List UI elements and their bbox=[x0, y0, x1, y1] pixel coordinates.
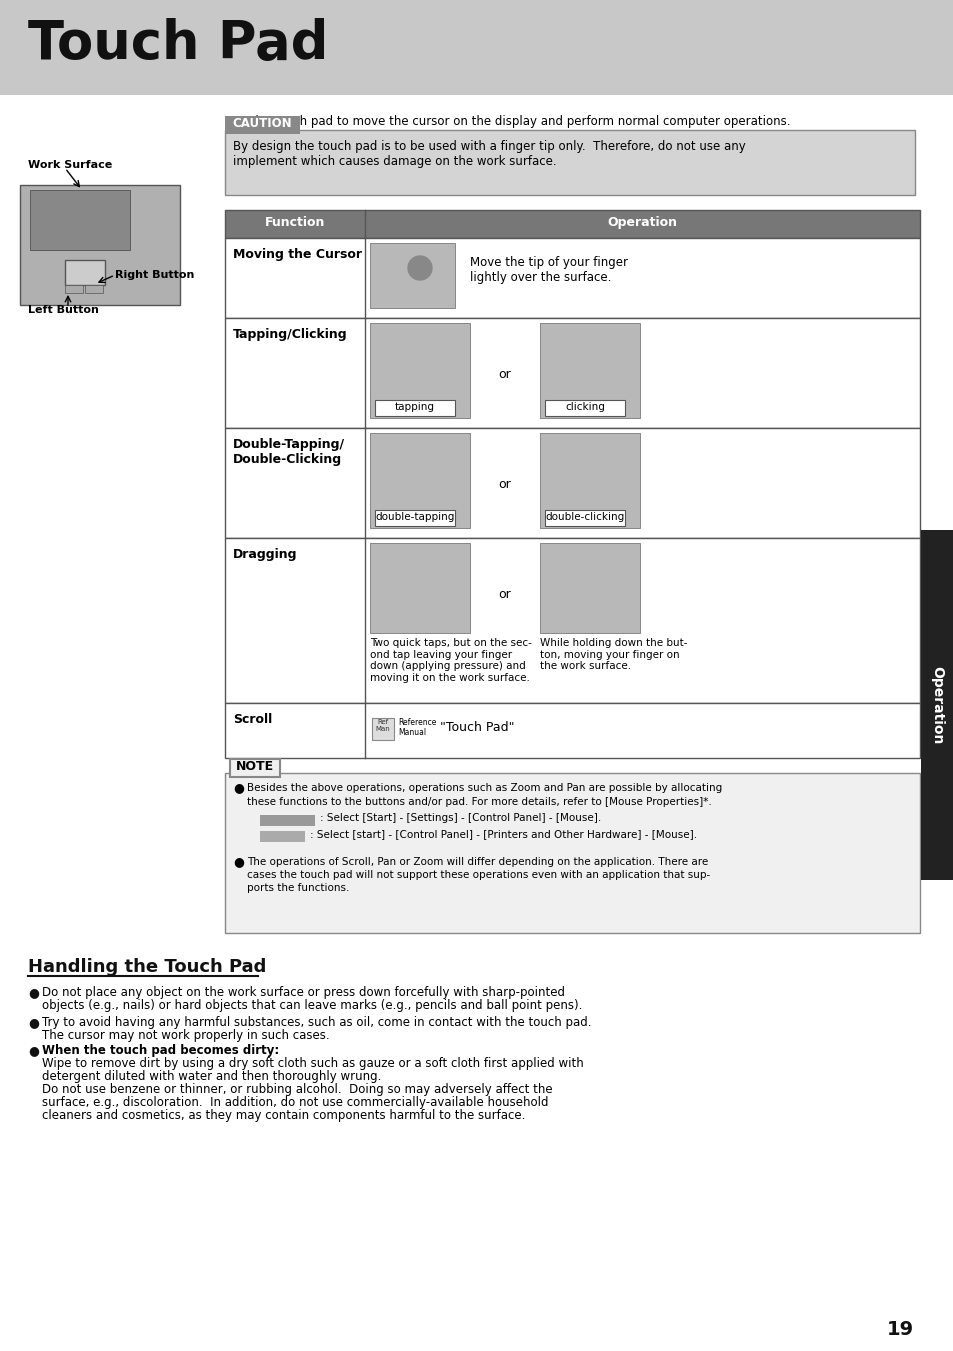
Text: Two quick taps, but on the sec-
ond tap leaving your finger
down (applying press: Two quick taps, but on the sec- ond tap … bbox=[370, 638, 532, 682]
Bar bbox=[375, 400, 455, 416]
Bar bbox=[370, 434, 470, 528]
Bar bbox=[230, 759, 280, 777]
Bar bbox=[372, 717, 394, 740]
Text: CAUTION: CAUTION bbox=[232, 118, 292, 130]
Bar bbox=[225, 317, 919, 428]
Text: Operation: Operation bbox=[929, 666, 943, 744]
Text: Do not use benzene or thinner, or rubbing alcohol.  Doing so may adversely affec: Do not use benzene or thinner, or rubbin… bbox=[42, 1084, 552, 1096]
Text: Reference
Manual: Reference Manual bbox=[397, 717, 436, 738]
Text: While holding down the but-
ton, moving your finger on
the work surface.: While holding down the but- ton, moving … bbox=[539, 638, 687, 671]
Text: When the touch pad becomes dirty:: When the touch pad becomes dirty: bbox=[42, 1044, 279, 1056]
Text: Handling the Touch Pad: Handling the Touch Pad bbox=[28, 958, 266, 975]
Text: Wipe to remove dirt by using a dry soft cloth such as gauze or a soft cloth firs: Wipe to remove dirt by using a dry soft … bbox=[42, 1056, 583, 1070]
Text: Moving the Cursor: Moving the Cursor bbox=[233, 249, 361, 261]
Bar bbox=[539, 434, 639, 528]
Text: objects (e.g., nails) or hard objects that can leave marks (e.g., pencils and ba: objects (e.g., nails) or hard objects th… bbox=[42, 998, 581, 1012]
Text: detergent diluted with water and then thoroughly wrung.: detergent diluted with water and then th… bbox=[42, 1070, 381, 1084]
Text: ports the functions.: ports the functions. bbox=[247, 884, 349, 893]
Bar bbox=[260, 831, 305, 842]
Bar bbox=[375, 509, 455, 526]
Text: NOTE: NOTE bbox=[235, 761, 274, 773]
Text: Left Button: Left Button bbox=[28, 305, 99, 315]
Bar bbox=[225, 116, 299, 134]
Text: The cursor may not work properly in such cases.: The cursor may not work properly in such… bbox=[42, 1029, 330, 1042]
Text: ●: ● bbox=[28, 1044, 39, 1056]
Text: or: or bbox=[497, 367, 510, 381]
Text: Function: Function bbox=[265, 216, 325, 230]
Text: cases the touch pad will not support these operations even with an application t: cases the touch pad will not support the… bbox=[247, 870, 709, 880]
Bar bbox=[65, 259, 105, 285]
Text: : Select [start] - [Control Panel] - [Printers and Other Hardware] - [Mouse].: : Select [start] - [Control Panel] - [Pr… bbox=[310, 830, 697, 839]
Text: or: or bbox=[497, 588, 510, 601]
Text: Try to avoid having any harmful substances, such as oil, come in contact with th: Try to avoid having any harmful substanc… bbox=[42, 1016, 591, 1029]
Bar bbox=[544, 400, 624, 416]
Text: Double-Tapping/
Double-Clicking: Double-Tapping/ Double-Clicking bbox=[233, 438, 345, 466]
Text: ●: ● bbox=[233, 855, 244, 867]
Bar bbox=[539, 543, 639, 634]
Text: cleaners and cosmetics, as they may contain components harmful to the surface.: cleaners and cosmetics, as they may cont… bbox=[42, 1109, 525, 1121]
Bar bbox=[920, 530, 953, 880]
Text: or: or bbox=[497, 478, 510, 490]
Text: Right Button: Right Button bbox=[115, 270, 194, 280]
Bar bbox=[85, 285, 103, 293]
Text: clicking: clicking bbox=[564, 403, 604, 412]
Bar bbox=[370, 243, 455, 308]
Text: Do not place any object on the work surface or press down forcefully with sharp-: Do not place any object on the work surf… bbox=[42, 986, 564, 998]
Text: ●: ● bbox=[233, 781, 244, 794]
Text: Tapping/Clicking: Tapping/Clicking bbox=[233, 328, 347, 340]
Bar bbox=[0, 0, 953, 95]
Bar bbox=[260, 815, 314, 825]
Text: Ref
Man: Ref Man bbox=[375, 719, 390, 732]
Bar bbox=[539, 323, 639, 417]
Bar bbox=[65, 285, 83, 293]
Bar bbox=[370, 323, 470, 417]
Bar bbox=[225, 428, 919, 538]
Bar bbox=[225, 703, 919, 758]
Text: double-clicking: double-clicking bbox=[545, 512, 624, 521]
Text: Work Surface: Work Surface bbox=[28, 159, 112, 170]
Text: these functions to the buttons and/or pad. For more details, refer to [Mouse Pro: these functions to the buttons and/or pa… bbox=[247, 797, 711, 807]
Text: : Select [Start] - [Settings] - [Control Panel] - [Mouse].: : Select [Start] - [Settings] - [Control… bbox=[319, 813, 600, 823]
Text: Touch Pad: Touch Pad bbox=[28, 18, 328, 70]
Text: tapping: tapping bbox=[395, 403, 435, 412]
Text: ●: ● bbox=[28, 986, 39, 998]
Circle shape bbox=[408, 255, 432, 280]
Bar bbox=[544, 509, 624, 526]
Bar bbox=[225, 238, 919, 317]
Text: Move the tip of your finger
lightly over the surface.: Move the tip of your finger lightly over… bbox=[470, 255, 627, 284]
Bar bbox=[225, 130, 914, 195]
Bar bbox=[225, 209, 919, 238]
Text: Use the touch pad to move the cursor on the display and perform normal computer : Use the touch pad to move the cursor on … bbox=[225, 115, 790, 128]
Text: ●: ● bbox=[28, 1016, 39, 1029]
Bar bbox=[225, 538, 919, 703]
Text: double-tapping: double-tapping bbox=[375, 512, 455, 521]
Bar bbox=[225, 773, 919, 934]
Text: 19: 19 bbox=[885, 1320, 913, 1339]
Bar bbox=[30, 190, 130, 250]
Bar bbox=[20, 185, 180, 305]
Text: Besides the above operations, operations such as Zoom and Pan are possible by al: Besides the above operations, operations… bbox=[247, 784, 721, 793]
Text: surface, e.g., discoloration.  In addition, do not use commercially-available ho: surface, e.g., discoloration. In additio… bbox=[42, 1096, 548, 1109]
Text: Scroll: Scroll bbox=[233, 713, 272, 725]
Text: Operation: Operation bbox=[607, 216, 677, 230]
Text: By design the touch pad is to be used with a finger tip only.  Therefore, do not: By design the touch pad is to be used wi… bbox=[233, 141, 745, 168]
Bar bbox=[370, 543, 470, 634]
Text: The operations of Scroll, Pan or Zoom will differ depending on the application. : The operations of Scroll, Pan or Zoom wi… bbox=[247, 857, 707, 867]
Text: "Touch Pad": "Touch Pad" bbox=[439, 721, 514, 734]
Text: Dragging: Dragging bbox=[233, 549, 297, 561]
